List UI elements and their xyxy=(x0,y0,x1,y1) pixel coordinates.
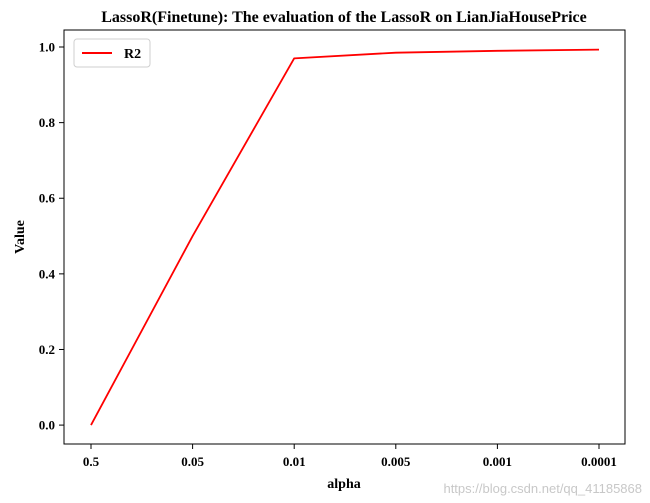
x-tick-label: 0.001 xyxy=(483,454,512,469)
plot-area xyxy=(63,29,626,445)
x-axis: 0.5 0.05 0.01 0.005 0.001 0.0001 xyxy=(83,444,617,469)
x-tick-label: 0.01 xyxy=(283,454,306,469)
y-tick-label: 0.4 xyxy=(39,266,56,281)
legend-label-r2: R2 xyxy=(124,47,141,62)
x-axis-label: alpha xyxy=(327,477,360,492)
x-tick-label: 0.5 xyxy=(83,454,100,469)
y-tick-label: 0.2 xyxy=(39,342,55,357)
legend: R2 xyxy=(73,38,151,68)
series-line-r2 xyxy=(90,48,600,426)
y-axis: 0.0 0.2 0.4 0.6 0.8 1.0 xyxy=(39,40,64,433)
y-tick-label: 0.6 xyxy=(39,191,56,206)
x-tick-label: 0.005 xyxy=(381,454,411,469)
y-axis-label: Value xyxy=(13,220,28,254)
watermark-text: https://blog.csdn.net/qq_41185868 xyxy=(443,481,642,496)
y-tick-label: 0.8 xyxy=(39,115,56,130)
series-layer xyxy=(90,48,600,426)
y-tick-label: 1.0 xyxy=(39,40,55,55)
x-tick-label: 0.0001 xyxy=(581,454,617,469)
x-tick-label: 0.05 xyxy=(181,454,204,469)
y-tick-label: 0.0 xyxy=(39,418,55,433)
chart-title: LassoR(Finetune): The evaluation of the … xyxy=(101,9,587,26)
